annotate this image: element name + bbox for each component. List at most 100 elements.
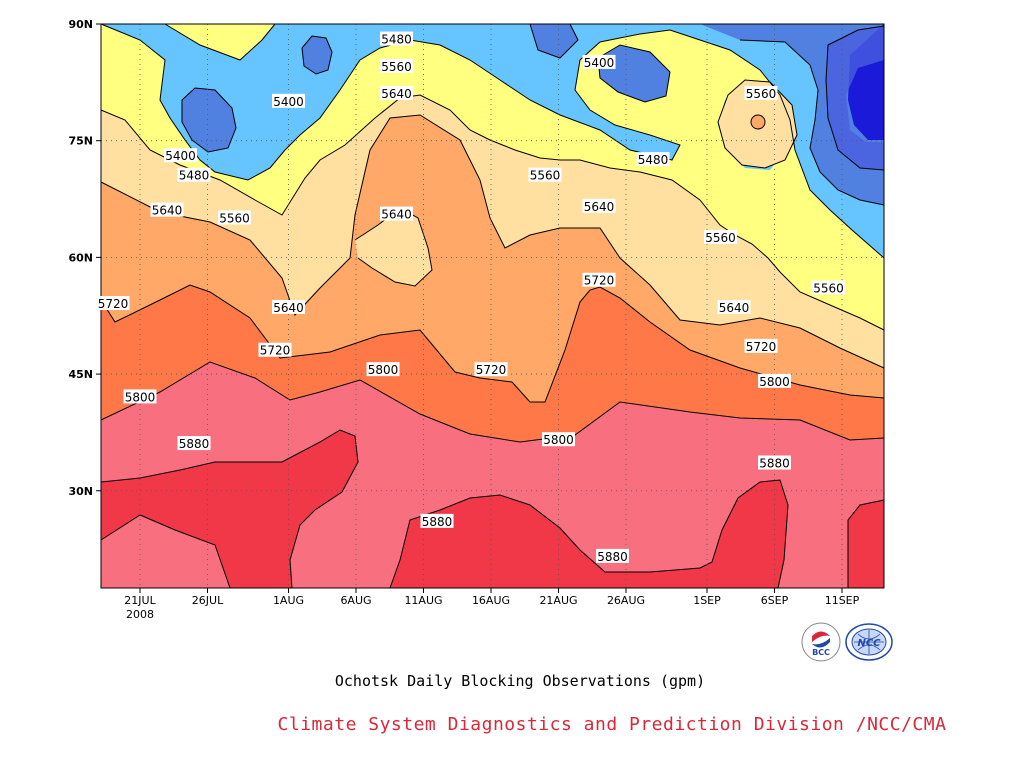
contour-label-text: 5720 bbox=[260, 344, 291, 358]
contour-label: 5400 bbox=[164, 148, 197, 163]
contour-label: 5640 bbox=[150, 202, 184, 218]
x-tick-label: 16AUG bbox=[472, 594, 510, 607]
contour-label: 5720 bbox=[582, 272, 616, 288]
y-tick-label: 45N bbox=[68, 368, 93, 381]
contour-below-5400 bbox=[825, 25, 885, 171]
x-tick-label: 26JUL bbox=[192, 594, 224, 607]
contour-label: 5800 bbox=[123, 389, 157, 404]
contour-label-text: 5640 bbox=[719, 301, 750, 315]
contour-5880-line-a bbox=[100, 429, 359, 589]
band-5880-west bbox=[101, 430, 358, 588]
contour-label-text: 5880 bbox=[597, 550, 628, 564]
contour-label-bg bbox=[272, 299, 305, 314]
contour-label-text: 5400 bbox=[273, 95, 304, 109]
contour-label-text: 5880 bbox=[179, 437, 210, 451]
contour-label-bg bbox=[177, 167, 211, 182]
contour-label: 5800 bbox=[542, 432, 575, 447]
credit-line: Climate System Diagnostics and Predictio… bbox=[277, 714, 947, 735]
contour-label-text: 5560 bbox=[705, 231, 736, 245]
contour-label-text: 5880 bbox=[422, 515, 453, 529]
contour-labels: 5480 5400 5400 5560 5560 5640 5400 5480 5480 5560… bbox=[96, 31, 845, 564]
contour-label-text: 5800 bbox=[368, 363, 399, 377]
contour-label-bg bbox=[366, 362, 400, 377]
contour-label-bg bbox=[164, 148, 197, 163]
contour-label-bg bbox=[474, 362, 508, 377]
contour-label-bg bbox=[542, 432, 575, 447]
contour-label: 5560 bbox=[380, 58, 413, 74]
contour-5400-e bbox=[739, 39, 885, 206]
contour-label: 5800 bbox=[366, 362, 400, 377]
contour-label: 5640 bbox=[272, 299, 305, 315]
contour-label-bg bbox=[636, 152, 670, 167]
contour-label-bg bbox=[177, 436, 211, 451]
contour-label-bg bbox=[380, 58, 413, 73]
contour-label: 5720 bbox=[96, 296, 130, 311]
contour-label-bg bbox=[744, 86, 778, 101]
contour-label: 5560 bbox=[218, 210, 251, 225]
chart-title: Ochotsk Daily Blocking Observations (gpm… bbox=[334, 672, 706, 690]
blob-5400-b bbox=[302, 36, 332, 74]
contour-label: 5640 bbox=[380, 206, 413, 222]
contour-label: 5640 bbox=[717, 299, 751, 315]
contour-label: 5720 bbox=[744, 338, 778, 354]
contour-label-text: 5560 bbox=[813, 281, 844, 295]
contour-label-text: 5640 bbox=[152, 204, 183, 218]
contour-label-text: 5800 bbox=[543, 433, 574, 447]
contour-label-bg bbox=[380, 31, 413, 46]
x-tick-label: 21JUL bbox=[124, 594, 156, 607]
contour-label: 5480 bbox=[380, 31, 413, 47]
contour-5480-line bbox=[164, 23, 276, 61]
contour-label-text: 5720 bbox=[584, 274, 615, 288]
contour-label-bg bbox=[380, 206, 413, 221]
contour-label: 5480 bbox=[177, 167, 211, 183]
x-tick-label: 26AUG bbox=[607, 594, 645, 607]
contour-5400-d bbox=[597, 44, 671, 103]
svg-text:NCC: NCC bbox=[857, 638, 881, 649]
contour-label-text: 5880 bbox=[759, 457, 790, 471]
x-tick-label: 1SEP bbox=[693, 594, 721, 607]
contour-label: 5560 bbox=[528, 167, 562, 183]
contour-label-text: 5640 bbox=[584, 200, 615, 214]
contour-label: 5720 bbox=[258, 342, 292, 358]
blob-5400-c bbox=[530, 24, 578, 58]
y-axis: 90N 75N 60N 45N 30N bbox=[68, 18, 101, 498]
contour-label: 5880 bbox=[596, 548, 629, 564]
contour-label-text: 5560 bbox=[746, 87, 777, 101]
contour-label: 5400 bbox=[272, 93, 305, 109]
contour-label-bg bbox=[218, 210, 251, 225]
y-tick-label: 75N bbox=[68, 135, 93, 148]
contour-label-bg bbox=[150, 202, 184, 217]
contour-label-bg bbox=[528, 167, 562, 182]
band-5880-east bbox=[848, 500, 884, 588]
contour-label-text: 5560 bbox=[530, 169, 561, 183]
y-tick-label: 60N bbox=[68, 251, 93, 264]
contour-label-bg bbox=[420, 513, 454, 528]
blob-5400-a bbox=[182, 88, 236, 152]
y-tick-label: 90N bbox=[68, 18, 93, 31]
contour-label-bg bbox=[96, 296, 130, 311]
contour-label-text: 5480 bbox=[638, 153, 669, 167]
bcc-logo: BCC bbox=[800, 622, 842, 666]
contour-label-text: 5720 bbox=[476, 363, 507, 377]
contour-5400-c bbox=[529, 23, 579, 59]
contour-label: 5880 bbox=[758, 455, 791, 471]
contour-label-text: 5640 bbox=[381, 208, 412, 222]
x-tick-label: 11SEP bbox=[825, 594, 860, 607]
contour-label: 5480 bbox=[636, 152, 670, 167]
contour-label-bg bbox=[758, 455, 791, 470]
contour-label-text: 5560 bbox=[219, 211, 250, 225]
x-tick-year: 2008 bbox=[126, 608, 154, 621]
contour-5400-a bbox=[181, 87, 237, 153]
plot-area bbox=[101, 24, 884, 588]
contour-label-text: 5400 bbox=[165, 149, 196, 163]
contour-label-bg bbox=[758, 373, 791, 388]
contour-label-bg bbox=[272, 93, 305, 108]
x-tick-label: 6AUG bbox=[340, 594, 371, 607]
contour-label: 5640 bbox=[582, 198, 616, 214]
contour-5880-line-d bbox=[847, 499, 885, 588]
contour-label-bg bbox=[582, 54, 616, 69]
contour-5480-line-b bbox=[100, 23, 885, 259]
contour-label: 5880 bbox=[177, 436, 211, 451]
contour-5880-line-c bbox=[389, 479, 789, 589]
contour-label: 5720 bbox=[474, 362, 508, 377]
